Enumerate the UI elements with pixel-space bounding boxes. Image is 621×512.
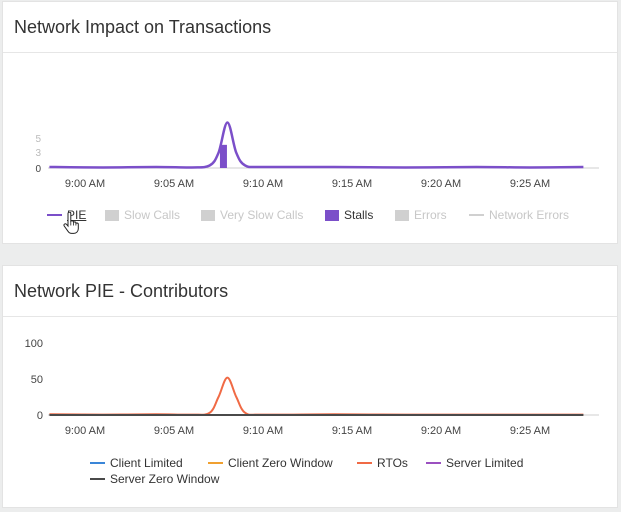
pie-series-line [49, 121, 584, 169]
legend-label: Errors [414, 208, 447, 222]
legend-swatch [357, 462, 372, 464]
legend-label: Client Zero Window [228, 456, 333, 470]
network-impact-panel: Network Impact on Transactions 5 3 0 9:00 A… [2, 1, 618, 244]
title-divider [3, 316, 617, 317]
y-tick-label: 3 [35, 148, 41, 159]
legend-swatch [208, 462, 223, 464]
network-pie-contributors-panel: Network PIE - Contributors 100 50 0 9:00 AM… [2, 265, 618, 508]
legend-label: Stalls [344, 208, 374, 222]
legend-item-stalls[interactable]: Stalls [325, 207, 373, 223]
x-tick-label: 9:10 AM [243, 178, 283, 190]
title-divider [3, 52, 617, 53]
stalls-bar [219, 144, 227, 168]
network-impact-chart: 5 3 0 9:00 AM 9:05 AM 9:10 AM 9:15 AM 9:20 AM 9:… [35, 121, 599, 190]
legend-item-slow-calls[interactable]: Slow Calls [105, 207, 180, 223]
legend-label: PIE [67, 208, 87, 222]
y-tick-label: 100 [25, 338, 43, 350]
x-tick-label: 9:20 AM [421, 178, 461, 190]
legend-swatch [201, 209, 215, 221]
legend-label: Server Limited [446, 456, 524, 470]
legend-item-rtos[interactable]: RTOs [357, 455, 408, 471]
legend-label: Slow Calls [124, 208, 181, 222]
x-tick-label: 9:05 AM [154, 425, 194, 437]
legend-item-very-slow-calls[interactable]: Very Slow Calls [201, 207, 303, 223]
legend-label: Server Zero Window [110, 472, 220, 486]
legend-item-errors[interactable]: Errors [395, 207, 447, 223]
legend-label: RTOs [377, 456, 408, 470]
panel-title: Network Impact on Transactions [14, 17, 272, 37]
x-tick-label: 9:10 AM [243, 425, 283, 437]
legend-label: Network Errors [489, 208, 570, 222]
legend-item-network-errors[interactable]: Network Errors [469, 207, 569, 223]
legend-swatch [426, 462, 441, 464]
x-tick-label: 9:15 AM [332, 425, 372, 437]
y-tick-label: 0 [37, 410, 43, 422]
x-tick-label: 9:15 AM [332, 178, 372, 190]
legend-item-client-zero-window[interactable]: Client Zero Window [208, 455, 333, 471]
x-tick-label: 9:05 AM [154, 178, 194, 190]
x-tick-label: 9:00 AM [65, 425, 105, 437]
rtos-series-line [49, 376, 584, 416]
legend-swatch [395, 209, 409, 221]
legend-swatch [105, 209, 119, 221]
y-tick-label: 5 [35, 134, 41, 145]
legend-label: Client Limited [110, 456, 183, 470]
legend-swatch [469, 214, 484, 216]
y-tick-label: 50 [31, 374, 43, 386]
legend-swatch [47, 214, 62, 216]
x-tick-label: 9:00 AM [65, 178, 105, 190]
legend-label: Very Slow Calls [220, 208, 304, 222]
legend-item-pie[interactable]: PIE [47, 207, 86, 223]
legend-swatch [90, 478, 105, 480]
x-tick-label: 9:20 AM [421, 425, 461, 437]
legend-item-server-zero-window[interactable]: Server Zero Window [90, 471, 219, 487]
legend-swatch [325, 209, 339, 221]
hand-pointer-icon [63, 212, 79, 234]
legend-item-server-limited[interactable]: Server Limited [426, 455, 523, 471]
y-tick-label: 0 [35, 164, 41, 175]
x-tick-label: 9:25 AM [510, 425, 550, 437]
network-pie-contributors-chart: 100 50 0 9:00 AM 9:05 AM 9:10 AM 9:15 AM 9:20 A… [25, 338, 599, 437]
legend-swatch [90, 462, 105, 464]
legend-item-client-limited[interactable]: Client Limited [90, 455, 183, 471]
panel-title: Network PIE - Contributors [14, 281, 229, 301]
x-tick-label: 9:25 AM [510, 178, 550, 190]
